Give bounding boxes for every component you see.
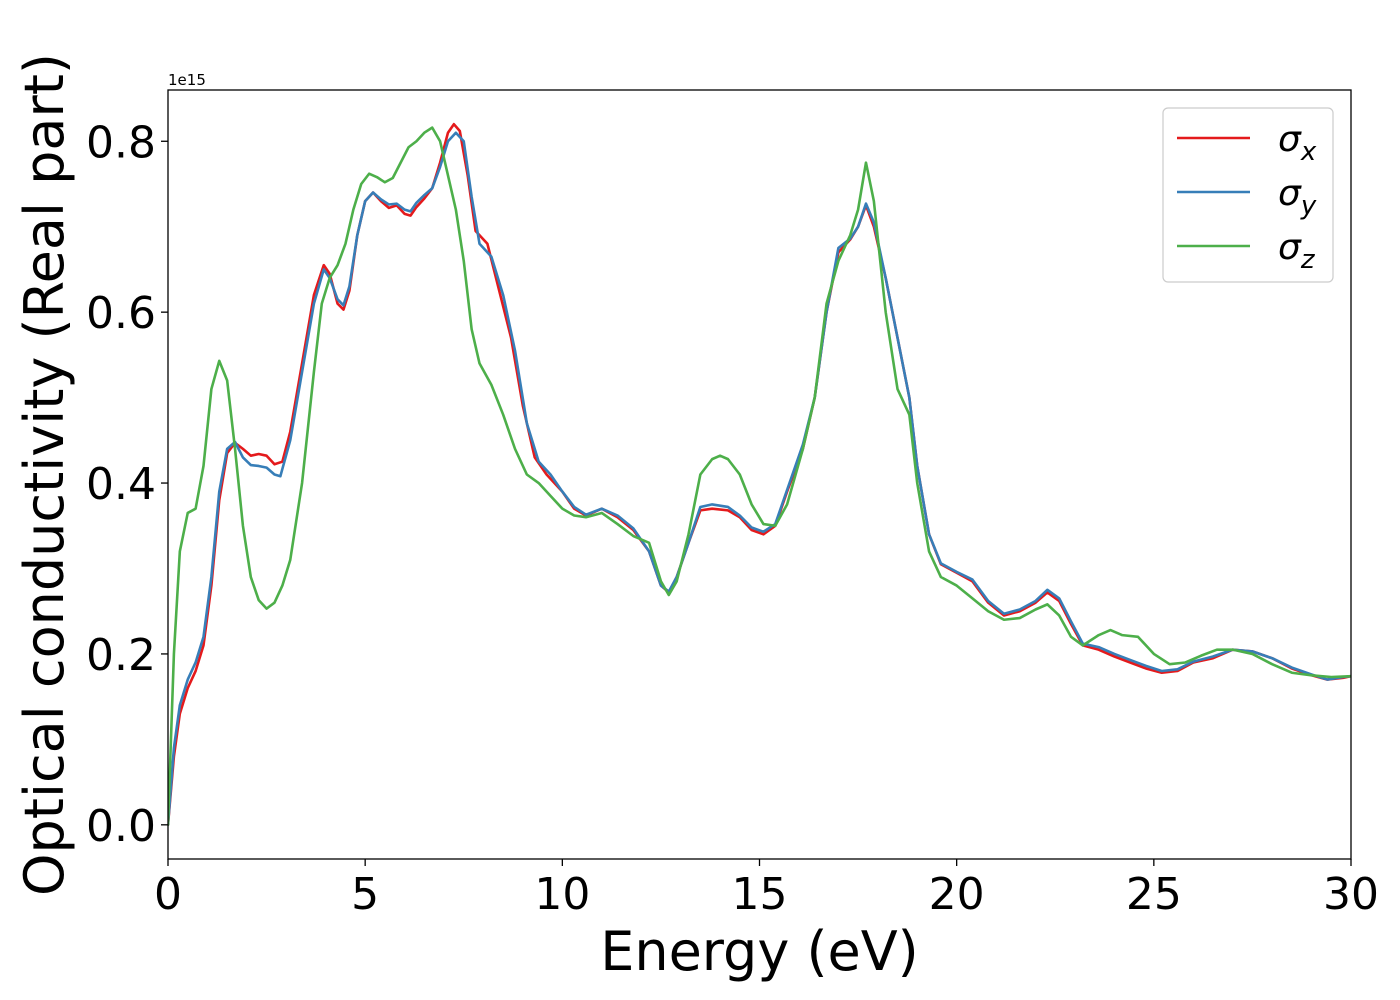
legend-box [1162, 107, 1334, 283]
x-tick-label: 25 [1126, 869, 1182, 920]
series-line-z [168, 126, 1351, 827]
y-tick-label: 0.2 [86, 630, 156, 681]
legend-label-z: σz [1278, 227, 1316, 275]
x-axis-label: Energy (eV) [600, 920, 919, 983]
series-layer [168, 122, 1351, 827]
legend: σx σy σz [1162, 107, 1334, 283]
ticks-layer: 0 5 10 15 20 25 30 0.0 0.2 0.4 0.6 0.8 [86, 117, 1379, 920]
y-axis-label: Optical conductivity (Real part) [13, 53, 76, 896]
x-tick-label: 30 [1323, 869, 1379, 920]
y-tick-label: 0.6 [86, 288, 156, 339]
x-tick-label: 0 [154, 869, 182, 920]
y-tick-label: 0.4 [86, 459, 156, 510]
x-tick-label: 5 [351, 869, 379, 920]
legend-label-x: σx [1278, 119, 1317, 167]
x-tick-label: 15 [732, 869, 788, 920]
y-tick-label: 0.0 [86, 801, 156, 852]
x-tick-label: 20 [929, 869, 985, 920]
x-tick-label: 10 [534, 869, 590, 920]
legend-label-y: σy [1278, 173, 1317, 221]
y-tick-label: 0.8 [86, 117, 156, 168]
y-offset-label: 1e15 [168, 71, 206, 89]
